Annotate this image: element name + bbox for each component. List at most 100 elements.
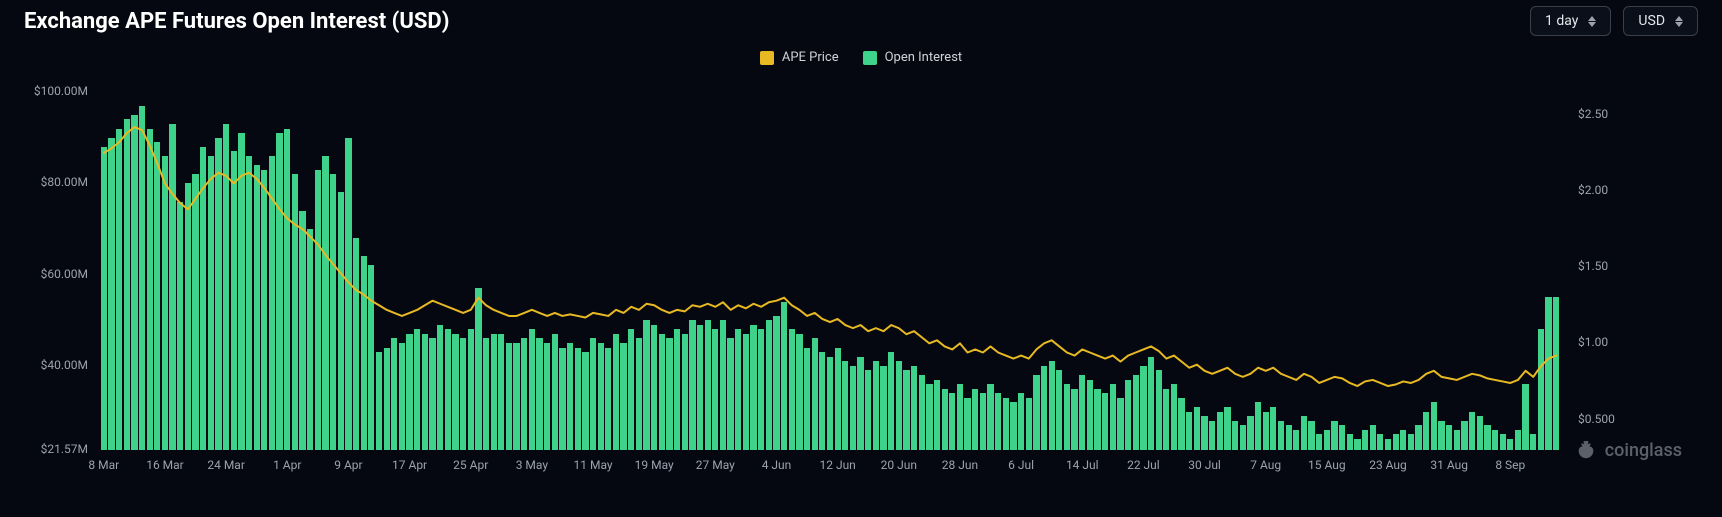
bar xyxy=(1469,412,1475,450)
bar xyxy=(735,329,741,450)
bar xyxy=(1041,366,1047,450)
bar xyxy=(1438,421,1444,450)
bar xyxy=(307,229,313,450)
bar xyxy=(147,129,153,450)
bar xyxy=(1331,421,1337,450)
bar xyxy=(987,384,993,450)
bar xyxy=(1347,434,1353,450)
bar xyxy=(575,348,581,450)
bar xyxy=(1461,421,1467,450)
bar xyxy=(727,338,733,450)
bar xyxy=(544,343,550,450)
bar xyxy=(896,361,902,450)
bar xyxy=(399,343,405,450)
bar xyxy=(521,338,527,450)
bar xyxy=(705,320,711,450)
bar xyxy=(1240,425,1246,450)
bar xyxy=(406,334,412,450)
bar xyxy=(124,119,130,450)
bar xyxy=(1553,297,1559,450)
watermark: coinglass xyxy=(1575,439,1682,461)
bar xyxy=(911,366,917,450)
bar xyxy=(513,343,519,450)
bar xyxy=(429,338,435,450)
bar xyxy=(1454,430,1460,450)
bar xyxy=(766,320,772,450)
bar xyxy=(452,334,458,450)
bar xyxy=(154,142,160,450)
bar xyxy=(605,348,611,450)
bar xyxy=(246,156,252,450)
bar xyxy=(185,183,191,450)
bar xyxy=(1484,425,1490,450)
bar xyxy=(1140,366,1146,450)
bar xyxy=(384,348,390,450)
bar xyxy=(192,174,198,450)
bar xyxy=(1530,434,1536,450)
bar xyxy=(1377,434,1383,450)
bar xyxy=(269,156,275,450)
bar xyxy=(1385,439,1391,450)
bar xyxy=(857,357,863,450)
bar xyxy=(1209,421,1215,450)
bar xyxy=(1477,416,1483,450)
watermark-text: coinglass xyxy=(1605,440,1682,461)
bar xyxy=(1056,370,1062,450)
bar xyxy=(162,156,168,450)
bar xyxy=(1393,434,1399,450)
bar xyxy=(957,384,963,450)
bar xyxy=(1278,421,1284,450)
bar xyxy=(169,124,175,450)
bar xyxy=(1362,430,1368,450)
bar xyxy=(1507,439,1513,450)
bar xyxy=(254,165,260,450)
bar xyxy=(108,138,114,450)
bar xyxy=(1324,430,1330,450)
bar xyxy=(315,170,321,450)
bar xyxy=(131,115,137,450)
bar xyxy=(980,393,986,450)
bar xyxy=(368,265,374,450)
bar xyxy=(1408,434,1414,450)
bar xyxy=(208,156,214,450)
bar xyxy=(299,211,305,450)
bar xyxy=(689,320,695,450)
bar xyxy=(353,238,359,450)
bar xyxy=(1316,434,1322,450)
bar xyxy=(1232,421,1238,450)
bar xyxy=(949,393,955,450)
bar xyxy=(1186,412,1192,450)
bar xyxy=(903,370,909,450)
chart-panel: Exchange APE Futures Open Interest (USD)… xyxy=(0,0,1722,517)
bar xyxy=(1263,412,1269,450)
bar xyxy=(880,366,886,450)
bar xyxy=(498,334,504,450)
bar xyxy=(1415,425,1421,450)
bar xyxy=(1064,384,1070,450)
bar xyxy=(1247,416,1253,450)
bar xyxy=(1354,439,1360,450)
bar xyxy=(643,320,649,450)
bar xyxy=(1133,375,1139,450)
bar xyxy=(215,138,221,450)
bar xyxy=(261,170,267,450)
bar xyxy=(1217,412,1223,450)
bar xyxy=(1286,425,1292,450)
bar xyxy=(414,329,420,450)
bar xyxy=(460,338,466,450)
bar xyxy=(582,352,588,450)
bar xyxy=(842,361,848,450)
bar xyxy=(1308,421,1314,450)
logo-icon xyxy=(1575,439,1597,461)
bar xyxy=(1538,329,1544,450)
bar xyxy=(628,329,634,450)
bar xyxy=(934,380,940,450)
bar xyxy=(1125,380,1131,450)
bar xyxy=(139,106,145,450)
bar xyxy=(437,325,443,450)
bar xyxy=(1102,393,1108,450)
bar xyxy=(1400,430,1406,450)
bar xyxy=(361,256,367,450)
bar xyxy=(1171,384,1177,450)
bar xyxy=(796,334,802,450)
